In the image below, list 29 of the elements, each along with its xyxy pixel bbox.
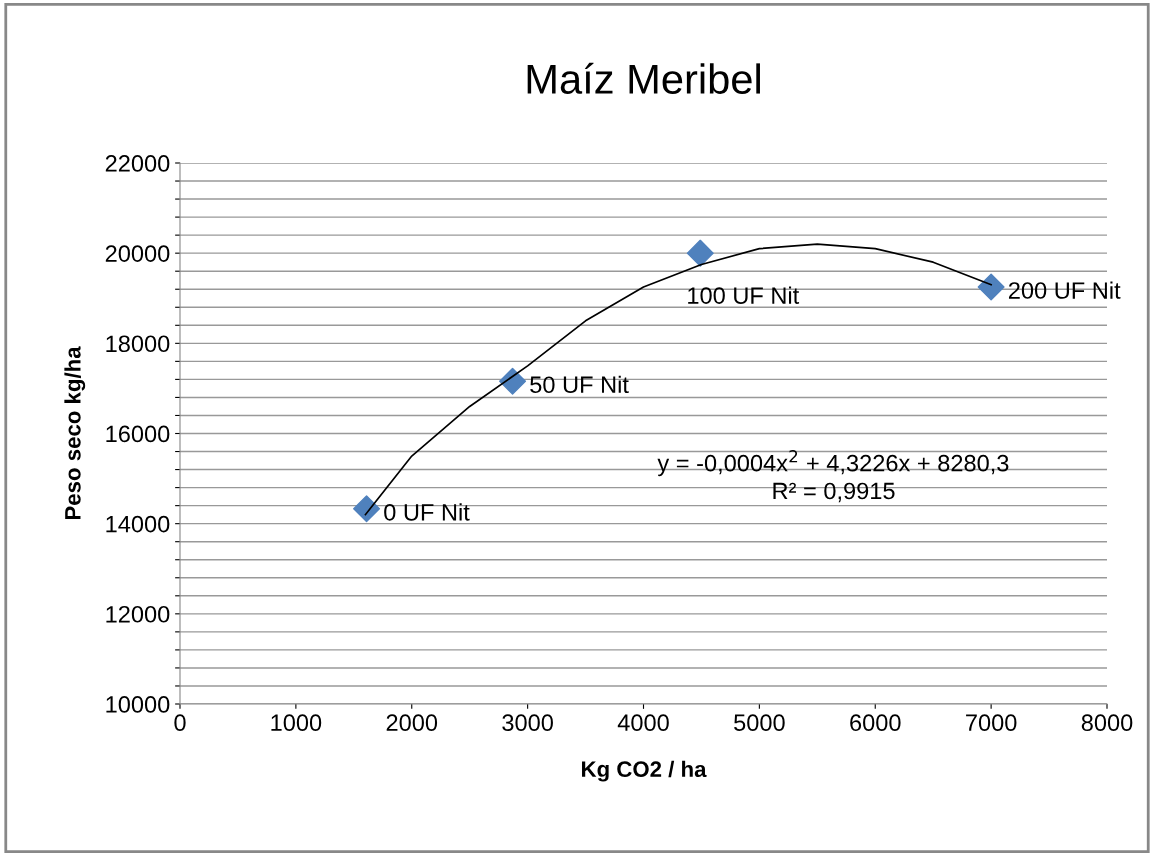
x-tick-label: 3000 <box>502 714 553 732</box>
y-tick-label: 20000 <box>105 245 170 262</box>
point <box>353 495 381 523</box>
x-tick-label: 4000 <box>617 714 669 732</box>
y-tick-label: 12000 <box>106 605 170 623</box>
y-tick-label: 18000 <box>106 335 170 353</box>
y-axis-title: Peso seco kg/ha <box>64 346 86 520</box>
annotation: R² = 0,9915 <box>773 482 895 503</box>
point <box>686 239 714 267</box>
x-tick-label: 6000 <box>850 714 901 732</box>
y-tick-label: 14000 <box>106 515 170 533</box>
chart-title: Maíz Meribel <box>527 62 760 94</box>
x-axis-title: Kg CO2 / ha <box>582 760 707 782</box>
annotation: y = -0,0004x$^{2}$ + 4,3226x + 8280,3 <box>657 450 1009 477</box>
annotation: 100 UF Nit <box>688 286 800 304</box>
y-tick-label: 10000 <box>106 696 170 713</box>
x-tick-label: 8000 <box>1081 714 1133 732</box>
y-tick-label: 22000 <box>105 155 170 172</box>
point <box>977 273 1005 301</box>
annotation: 50 UF Nit <box>530 375 629 394</box>
x-tick-label: 5000 <box>734 714 785 732</box>
annotation: 0 UF Nit <box>384 503 470 521</box>
annotation: 200 UF Nit <box>1008 281 1121 299</box>
y-tick-label: 16000 <box>106 425 170 443</box>
x-tick-label: 2000 <box>386 714 438 732</box>
x-tick-label: 1000 <box>271 714 322 732</box>
point <box>499 367 527 395</box>
x-tick-label: 7000 <box>966 714 1017 732</box>
x-tick-label: 0 <box>174 714 186 732</box>
